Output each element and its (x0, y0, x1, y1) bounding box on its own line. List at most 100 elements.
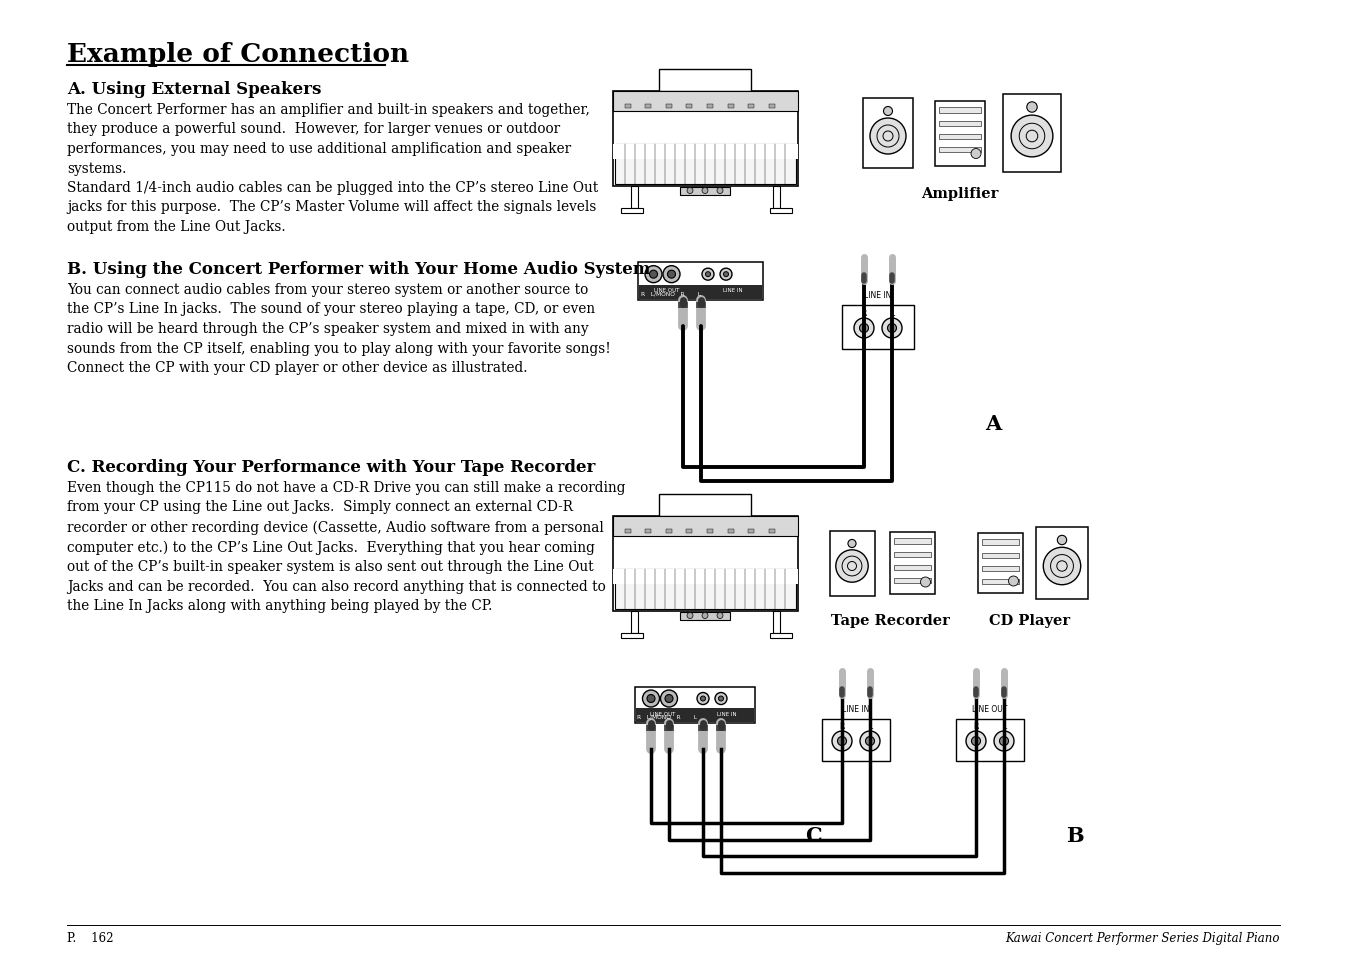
Bar (631, 611, 638, 633)
Bar (772, 186, 779, 209)
Bar (748, 105, 755, 110)
Bar (615, 569, 795, 609)
Text: Example of Connection: Example of Connection (67, 42, 410, 67)
Circle shape (702, 269, 714, 281)
Bar (646, 105, 651, 110)
Circle shape (702, 189, 708, 194)
Circle shape (1043, 548, 1081, 585)
Bar (863, 99, 913, 169)
Bar (728, 530, 733, 534)
Bar (936, 101, 985, 167)
Bar (772, 611, 779, 633)
Bar (894, 553, 930, 558)
Bar (635, 687, 755, 723)
Text: C: C (805, 825, 821, 845)
Text: R: R (840, 721, 845, 731)
Text: R: R (973, 721, 979, 731)
Bar (728, 105, 733, 110)
Circle shape (1057, 536, 1066, 545)
Bar (940, 148, 981, 152)
Circle shape (832, 731, 852, 751)
Text: CD Player: CD Player (989, 614, 1070, 627)
Text: Kawai Concert Performer Series Digital Piano: Kawai Concert Performer Series Digital P… (1006, 931, 1281, 944)
Bar (1037, 527, 1088, 599)
Bar (940, 121, 981, 127)
Circle shape (993, 731, 1014, 751)
Bar (770, 633, 791, 638)
Bar (646, 530, 651, 534)
Bar (894, 565, 930, 571)
Text: Even though the CP115 do not have a CD-R Drive you can still make a recording
fr: Even though the CP115 do not have a CD-R… (67, 480, 625, 613)
Circle shape (665, 695, 673, 702)
Bar (1003, 95, 1061, 172)
Bar (666, 105, 671, 110)
Bar (659, 70, 751, 91)
Text: P.    162: P. 162 (67, 931, 113, 944)
Text: C. Recording Your Performance with Your Tape Recorder: C. Recording Your Performance with Your … (67, 458, 596, 476)
Bar (894, 578, 930, 583)
Bar (620, 633, 643, 638)
Text: The Concert Performer has an amplifier and built-in speakers and together,
they : The Concert Performer has an amplifier a… (67, 103, 599, 233)
Circle shape (647, 695, 655, 702)
Circle shape (860, 731, 880, 751)
Circle shape (701, 697, 705, 701)
Bar (940, 134, 981, 139)
Bar (612, 569, 798, 584)
Bar (612, 91, 798, 112)
Circle shape (855, 318, 874, 338)
Text: Tape Recorder: Tape Recorder (830, 614, 949, 627)
Circle shape (972, 737, 980, 745)
Bar (748, 530, 755, 534)
Bar (981, 579, 1019, 584)
Circle shape (650, 271, 658, 279)
Bar (679, 188, 731, 195)
Circle shape (714, 693, 727, 705)
Bar (890, 533, 934, 595)
Text: A: A (985, 414, 1002, 434)
Circle shape (860, 324, 868, 334)
Bar (659, 494, 751, 516)
Text: LINE IN: LINE IN (842, 704, 869, 713)
Bar (612, 516, 798, 611)
Bar (981, 539, 1019, 545)
Text: You can connect audio cables from your stereo system or another source to
the CP: You can connect audio cables from your s… (67, 283, 611, 375)
Circle shape (661, 690, 678, 707)
Text: LINE OUT: LINE OUT (972, 704, 1008, 713)
Circle shape (687, 613, 693, 618)
Circle shape (663, 267, 679, 283)
Circle shape (667, 271, 675, 279)
Bar (829, 531, 875, 596)
Circle shape (883, 108, 892, 116)
Bar (620, 209, 643, 213)
Bar (894, 538, 930, 544)
Bar (679, 612, 731, 619)
Circle shape (724, 273, 728, 277)
Bar (981, 566, 1019, 572)
Text: LINE OUT: LINE OUT (654, 288, 679, 293)
Circle shape (718, 697, 724, 701)
Text: L: L (868, 721, 872, 731)
Bar (768, 105, 775, 110)
Circle shape (1027, 103, 1037, 113)
Text: Amplifier: Amplifier (921, 187, 999, 201)
Text: LINE IN: LINE IN (864, 291, 891, 299)
Bar (624, 530, 631, 534)
Circle shape (644, 267, 662, 283)
Circle shape (836, 550, 868, 582)
Circle shape (1008, 577, 1019, 586)
Circle shape (720, 269, 732, 281)
Circle shape (705, 273, 710, 277)
Text: R   L/MONO   R       L: R L/MONO R L (638, 714, 697, 719)
Text: R   L/MONO   R       L: R L/MONO R L (640, 291, 701, 296)
Bar (624, 105, 631, 110)
Bar (956, 720, 1024, 761)
Bar (612, 516, 798, 537)
Bar (639, 285, 762, 299)
Text: L: L (1002, 721, 1006, 731)
Bar (686, 530, 693, 534)
Circle shape (921, 578, 930, 587)
Bar (770, 209, 791, 213)
Text: LINE IN: LINE IN (717, 711, 737, 716)
Circle shape (717, 189, 723, 194)
Text: B. Using the Concert Performer with Your Home Audio System: B. Using the Concert Performer with Your… (67, 261, 650, 277)
